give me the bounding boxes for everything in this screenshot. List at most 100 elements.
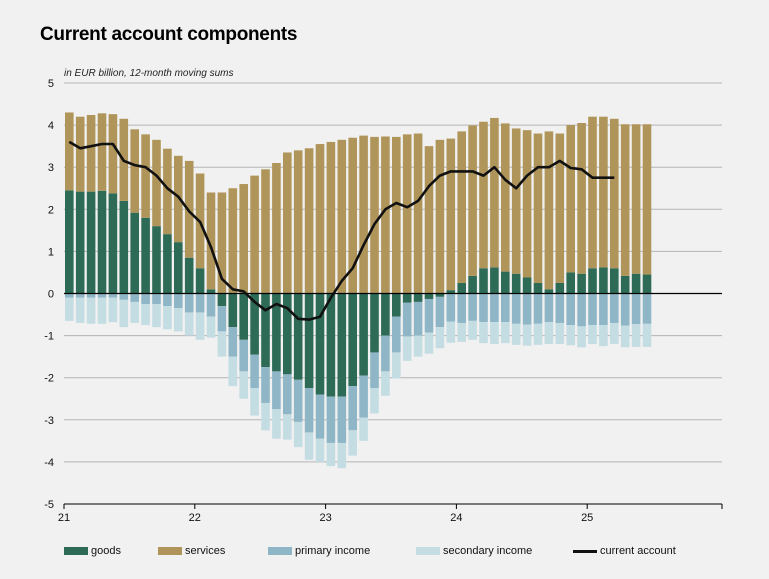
bar-goods (359, 293, 368, 376)
bar-goods (315, 293, 325, 395)
bar-primary-income (424, 298, 434, 333)
bar-goods (446, 290, 456, 294)
y-tick-label: 2 (48, 204, 54, 216)
bar-services (326, 141, 336, 294)
bar-primary-income (544, 293, 554, 323)
bar-goods (152, 226, 161, 294)
bar-secondary-income (119, 299, 129, 328)
bar-primary-income (75, 293, 85, 298)
bar-goods (631, 273, 641, 294)
bar-secondary-income (348, 430, 357, 456)
bar-secondary-income (152, 304, 161, 328)
bar-primary-income (522, 293, 532, 325)
bar-secondary-income (293, 421, 303, 448)
bar-services (206, 192, 216, 290)
bar-secondary-income (599, 325, 608, 347)
bar-goods (479, 268, 488, 294)
bar-goods (195, 268, 205, 294)
bar-primary-income (65, 293, 74, 298)
bar-primary-income (217, 306, 227, 332)
bar-secondary-income (250, 388, 259, 416)
legend-item-services: services (158, 545, 268, 557)
bar-secondary-income (359, 417, 368, 441)
bar-services (599, 116, 608, 268)
bar-goods (75, 191, 85, 294)
bar-goods (413, 293, 423, 302)
bar-goods (228, 293, 238, 328)
bar-secondary-income (315, 438, 325, 462)
bar-primary-income (479, 293, 488, 323)
bar-goods (588, 268, 597, 294)
bar-goods (555, 282, 565, 294)
bar-primary-income (555, 293, 565, 323)
bar-goods (337, 293, 347, 397)
bar-goods (435, 293, 445, 297)
bar-services (446, 138, 456, 291)
bar-secondary-income (522, 324, 532, 346)
bar-services (141, 134, 150, 218)
bar-services (392, 136, 401, 294)
bar-services (97, 113, 107, 191)
bar-secondary-income (174, 308, 183, 332)
bar-secondary-income (108, 297, 118, 323)
bar-goods (130, 212, 139, 294)
bar-secondary-income (555, 322, 565, 345)
legend-label-services: services (185, 545, 226, 557)
bar-primary-income (620, 293, 630, 326)
bar-services (174, 155, 183, 243)
legend-swatch-current-account (573, 549, 597, 553)
bar-goods (163, 234, 172, 294)
y-tick-label: 1 (48, 246, 54, 258)
bar-services (217, 192, 227, 294)
bar-secondary-income (566, 325, 575, 346)
bar-goods (304, 293, 314, 389)
bar-secondary-income (457, 322, 466, 342)
bar-services (501, 123, 510, 272)
bar-secondary-income (392, 352, 401, 379)
legend-swatch-services (158, 547, 182, 555)
bar-primary-income (588, 293, 597, 326)
bar-primary-income (435, 296, 445, 328)
bar-primary-income (501, 293, 510, 323)
chart-title: Current account components (40, 24, 298, 45)
bar-services (86, 114, 96, 192)
bar-goods (599, 267, 608, 294)
bar-secondary-income (479, 322, 488, 344)
bar-primary-income (86, 293, 96, 298)
bar-primary-income (533, 293, 543, 324)
bar-services (468, 125, 477, 276)
bar-goods (272, 293, 281, 372)
bar-goods (141, 217, 150, 294)
bar-secondary-income (272, 409, 281, 439)
bar-secondary-income (86, 297, 96, 324)
bar-primary-income (206, 293, 216, 317)
bar-goods (610, 268, 619, 294)
bar-goods (533, 282, 543, 294)
bar-goods (370, 293, 379, 353)
bar-services (642, 124, 652, 275)
bar-services (588, 116, 597, 269)
bar-primary-income (239, 339, 248, 372)
bar-goods (620, 275, 630, 294)
bar-goods (250, 293, 259, 355)
bar-goods (566, 272, 575, 294)
bar-services (555, 133, 565, 283)
bar-secondary-income (75, 297, 85, 323)
bar-secondary-income (184, 312, 194, 336)
bar-primary-income (195, 293, 205, 313)
bar-primary-income (304, 388, 314, 433)
bar-primary-income (402, 302, 412, 337)
bar-primary-income (293, 379, 303, 422)
bar-goods (392, 293, 401, 317)
chart-subtitle: in EUR billion, 12-month moving sums (64, 68, 234, 79)
x-tick-label: 22 (189, 512, 201, 524)
bar-services (522, 130, 532, 278)
legend-item-goods: goods (64, 545, 158, 557)
bar-secondary-income (304, 432, 314, 460)
bar-services (631, 124, 641, 274)
bar-services (108, 114, 118, 194)
bar-secondary-income (490, 322, 499, 345)
y-tick-label: 4 (48, 120, 54, 132)
bar-primary-income (326, 396, 336, 443)
